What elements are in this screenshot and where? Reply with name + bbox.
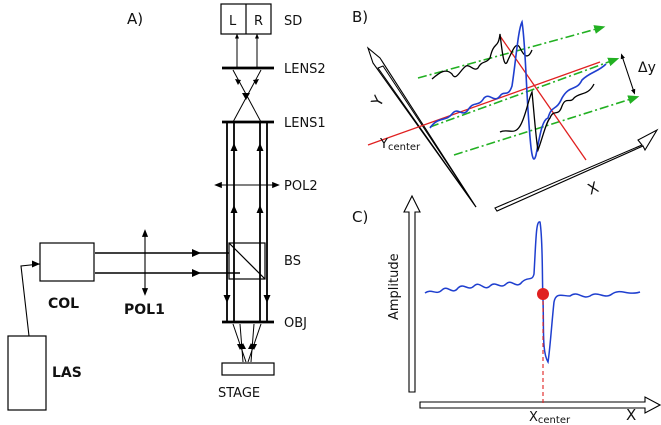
focus-arrow-2: [251, 344, 257, 350]
cross-arrow-2: [235, 79, 241, 85]
delta-y-arrow: [620, 53, 636, 95]
stage: [221, 362, 275, 376]
y-center-sub: center: [388, 142, 421, 153]
panel-b: B) Y X Ycenter Δy: [352, 8, 659, 212]
cross-arrow-1: [242, 93, 250, 100]
las-label: LAS: [52, 365, 82, 381]
scan-line-3: [453, 95, 640, 156]
cross-arrow-3: [253, 79, 259, 85]
panel-c-title: C): [352, 208, 368, 226]
beam-arrow-6: [263, 295, 271, 303]
panel-b-title: B): [352, 8, 368, 26]
bs-label: BS: [284, 254, 301, 269]
col-label: COL: [48, 296, 79, 312]
delta-y-label: Δy: [638, 60, 656, 76]
panel-a: A) L R SD LENS2 LENS1 PO: [7, 3, 326, 411]
focus-beam-4: [250, 323, 255, 363]
pol2-label: POL2: [284, 179, 318, 194]
panel-c-y-axis: [403, 194, 421, 393]
beam-arrow-1: [230, 143, 238, 151]
focus-arrow-4: [248, 343, 254, 349]
y-center-main: Y: [379, 137, 388, 152]
panel-c-x-label: X: [626, 406, 636, 424]
input-arrow-lower: [192, 269, 201, 277]
lens2-label: LENS2: [284, 62, 326, 77]
beam-arrow-3: [230, 205, 238, 213]
stage-label: STAGE: [218, 386, 260, 401]
panel-b-x-axis: [494, 128, 659, 212]
focus-beam-3: [239, 323, 244, 363]
obj-label: OBJ: [284, 316, 307, 331]
y-center-label: Ycenter: [379, 137, 421, 153]
focus-arrow-1: [237, 344, 243, 350]
y-center-line: [367, 61, 601, 146]
panel-c-x-axis: [419, 396, 661, 414]
signal-trace-lower: [499, 83, 595, 153]
focus-beam-2: [247, 323, 262, 363]
beam-splitter: [228, 242, 266, 280]
focus-beam-1: [232, 323, 247, 363]
laser-fiber: [20, 263, 41, 337]
beam-arrow-4: [256, 205, 264, 213]
panel-b-y-label: Y: [367, 92, 388, 111]
detector-left-label: L: [229, 14, 237, 29]
x-center-sub: center: [538, 415, 571, 425]
amplitude-profile: [424, 221, 641, 365]
beam-splitter-diagonal: [228, 242, 266, 280]
panel-b-x-label: X: [585, 178, 601, 199]
x-center-line: [499, 35, 587, 161]
detector-label: SD: [284, 14, 302, 29]
x-center-label: Xcenter: [529, 410, 571, 425]
collimator: [39, 242, 95, 282]
detector-right-label: R: [254, 14, 263, 29]
laser-fiber-arrow: [32, 260, 40, 268]
panel-a-title: A): [127, 10, 143, 28]
focus-arrow-3: [240, 343, 246, 349]
beam-arrow-5: [223, 295, 231, 303]
signal-trace-middle: [429, 19, 607, 160]
center-point: [537, 288, 549, 300]
beam-arrow-2: [256, 143, 264, 151]
input-arrow-upper: [192, 249, 201, 257]
lens1-label: LENS1: [284, 116, 326, 131]
scan-line-1: [417, 25, 606, 79]
x-center-main: X: [529, 410, 538, 425]
laser: [7, 335, 47, 411]
scan-line-2: [429, 57, 620, 128]
panel-c: C) Amplitude X Xcenter: [352, 194, 661, 425]
panel-c-y-label: Amplitude: [387, 253, 402, 320]
pol1-label: POL1: [124, 302, 165, 318]
panel-b-y-axis-body: [377, 65, 477, 208]
signal-trace-upper: [431, 33, 533, 80]
